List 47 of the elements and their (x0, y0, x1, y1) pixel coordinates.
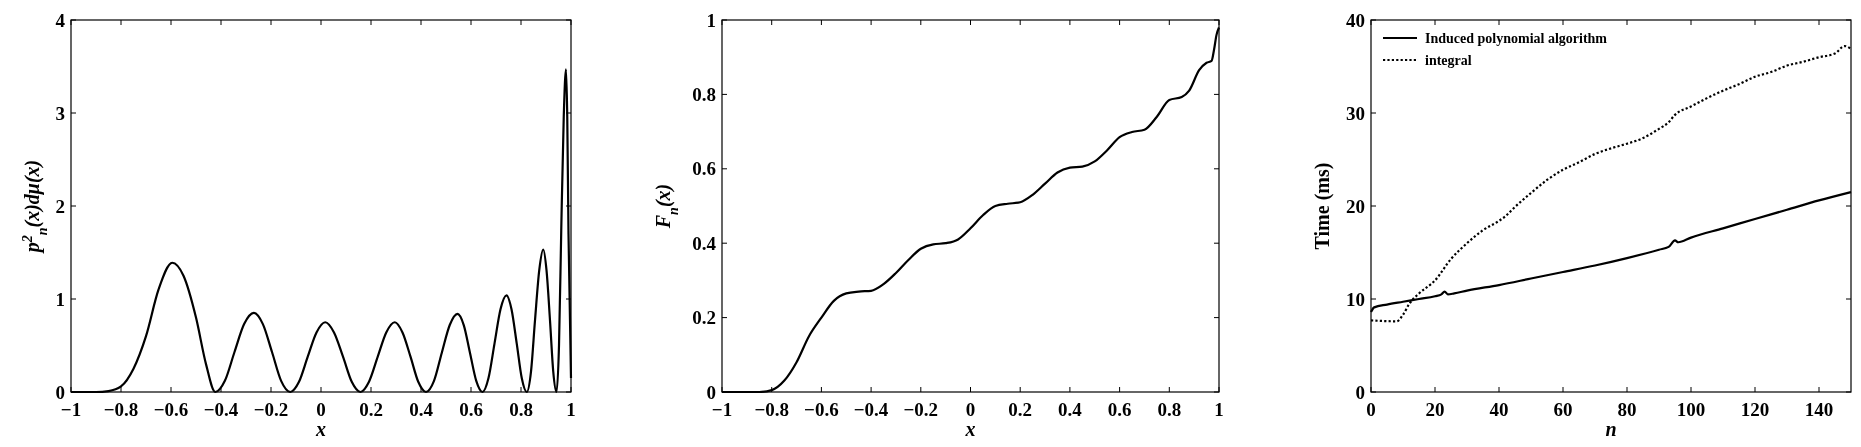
y-tick-label: 3 (55, 102, 65, 124)
y-tick-label: 1 (706, 9, 716, 31)
y-tick-label: 40 (1346, 9, 1365, 31)
y-tick-label: 2 (55, 195, 65, 217)
x-tick-label: 40 (1489, 399, 1509, 420)
y-tick-label: 0.6 (692, 158, 716, 180)
x-tick-label: 0.6 (459, 399, 483, 420)
x-tick-label: 0 (316, 399, 326, 420)
x-axis-title: n (1605, 418, 1617, 440)
x-tick-label: 0.6 (1107, 399, 1132, 420)
y-tick-label: 10 (1346, 288, 1365, 310)
x-tick-label: 100 (1676, 399, 1706, 420)
x-tick-label: 0 (965, 399, 976, 420)
x-tick-label: −0.6 (153, 399, 189, 420)
x-tick-label: −0.4 (203, 399, 239, 420)
x-tick-label: 0.8 (1157, 399, 1182, 420)
x-axis-title: x (315, 418, 326, 440)
x-tick-label: −0.8 (754, 399, 789, 420)
x-tick-label: 0.4 (1058, 399, 1083, 420)
y-tick-label: 0.8 (692, 84, 716, 106)
x-tick-label: 60 (1553, 399, 1573, 420)
x-tick-label: −0.6 (804, 399, 839, 420)
x-axis-title: x (964, 418, 976, 440)
legend-label: Induced polynomial algorithm (1425, 30, 1608, 46)
y-tick-label: 0 (1355, 381, 1365, 403)
x-tick-label: 120 (1740, 399, 1770, 420)
x-tick-label: 140 (1804, 399, 1834, 420)
x-tick-label: 0.4 (409, 399, 434, 420)
y-tick-label: 0.2 (692, 307, 716, 329)
legend-label: integral (1425, 52, 1472, 68)
x-tick-label: −0.2 (253, 399, 289, 420)
y-tick-label: 0.4 (692, 232, 717, 254)
x-tick-label: −0.4 (853, 399, 889, 420)
x-tick-label: 0.8 (509, 399, 533, 420)
x-tick-label: 0.2 (359, 399, 383, 420)
x-tick-label: 1 (566, 399, 576, 420)
x-tick-label: 1 (1214, 399, 1224, 420)
x-tick-label: −0.8 (103, 399, 139, 420)
x-tick-label: 20 (1425, 399, 1445, 420)
y-axis-title: Time (ms) (1311, 162, 1334, 250)
y-tick-label: 4 (55, 9, 66, 31)
y-tick-label: 1 (55, 288, 65, 310)
y-tick-label: 30 (1346, 102, 1365, 124)
x-tick-label: −0.2 (903, 399, 939, 420)
x-tick-label: 0.2 (1008, 399, 1033, 420)
x-tick-label: 80 (1617, 399, 1637, 420)
y-tick-label: 20 (1346, 195, 1365, 217)
